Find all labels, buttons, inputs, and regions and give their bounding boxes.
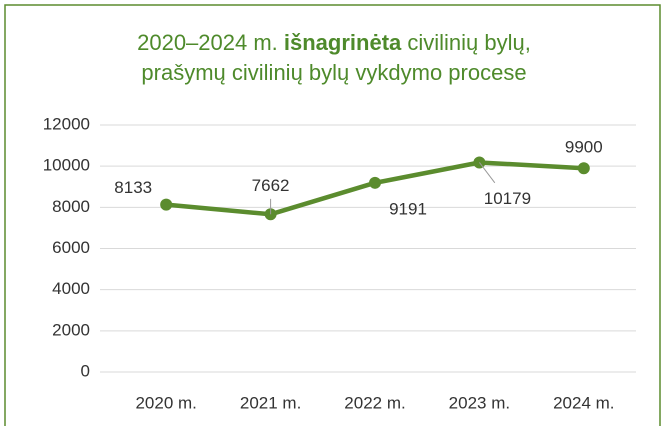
data-label: 10179 — [484, 189, 531, 208]
title-part: civilinių bylų, — [401, 30, 531, 55]
point — [160, 198, 173, 211]
y-tick-label: 10000 — [43, 156, 90, 175]
x-tick-label: 2022 m. — [344, 393, 405, 412]
y-tick-label: 6000 — [52, 238, 90, 257]
data-label: 8133 — [114, 178, 152, 197]
y-tick-label: 2000 — [52, 320, 90, 339]
x-tick-label: 2020 m. — [135, 393, 196, 412]
x-tick-label: 2023 m. — [449, 393, 510, 412]
title-bold: išnagrinėta — [284, 30, 402, 55]
chart-frame — [4, 4, 661, 426]
chart-title: 2020–2024 m. išnagrinėta civilinių bylų, — [137, 30, 531, 55]
x-tick-label: 2021 m. — [240, 393, 301, 412]
leader-line — [479, 162, 496, 184]
y-tick-label: 8000 — [52, 197, 90, 216]
point — [577, 162, 590, 175]
chart-title-line2: prašymų civilinių bylų vykdymo procese — [141, 60, 526, 85]
y-tick-label: 4000 — [52, 279, 90, 298]
point — [369, 176, 381, 189]
title-part: 2020–2024 m. — [137, 30, 284, 55]
data-label: 9191 — [389, 199, 427, 218]
data-label: 7662 — [252, 176, 290, 195]
x-tick-label: 2024 m. — [553, 393, 614, 412]
y-tick-label: 0 — [81, 361, 90, 380]
y-tick-label: 12000 — [43, 114, 90, 133]
data-label: 9900 — [565, 138, 603, 157]
